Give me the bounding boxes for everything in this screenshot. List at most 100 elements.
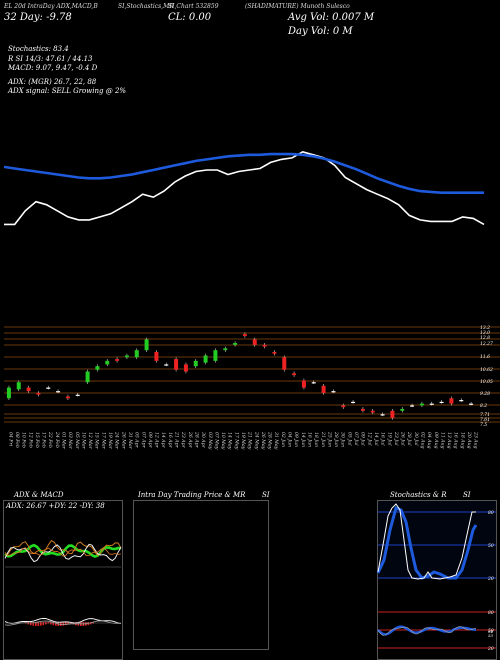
- adx-panel-title: ADX & MACD: [14, 491, 64, 499]
- x-tick-label: 14 May: [227, 432, 233, 450]
- y-tick-label: 13.2: [480, 325, 490, 331]
- price-line: [4, 150, 485, 226]
- x-tick-label: 09 Jul: [360, 432, 366, 446]
- candle-body: [400, 408, 405, 411]
- x-tick-label: 02 Aug: [419, 432, 425, 449]
- x-tick-label: 05 Apr: [134, 432, 140, 449]
- candle-body: [390, 410, 395, 418]
- x-tick-label: 20 Aug: [466, 431, 472, 449]
- macd-hist-bar: [65, 622, 67, 626]
- candle-body: [233, 343, 238, 345]
- candle-body: [380, 414, 385, 416]
- day-volume: Day Vol: 0 M: [288, 26, 353, 37]
- mrsi-tick: 20: [487, 646, 494, 652]
- tab-adx-macd[interactable]: EL 20d IntraDay ADX,MACD,B: [4, 3, 98, 10]
- candle-body: [36, 392, 41, 395]
- mrsi-value: 53: [488, 633, 494, 638]
- candle-body: [419, 403, 424, 406]
- x-tick-label: 05 Jul: [346, 432, 352, 446]
- x-tick-label: 17 Feb: [41, 432, 47, 448]
- candle-body: [154, 351, 159, 361]
- x-tick-label: 09 Aug: [433, 432, 439, 449]
- adx-signal: ADX signal: SELL Growing @ 2%: [8, 87, 127, 95]
- tab-chart[interactable]: SI,Chart 532859: [168, 3, 219, 10]
- x-tick-label: 05 Mar: [74, 432, 80, 450]
- y-tick-label: 10.62: [480, 367, 493, 373]
- candle-body: [134, 350, 139, 358]
- y-tick-label: 8.2: [480, 403, 487, 409]
- mrsi-value: 54: [488, 629, 494, 634]
- x-tick-label: 24 Mar: [114, 431, 120, 450]
- y-tick-label: 12.27: [480, 341, 493, 347]
- avg-volume: Avg Vol: 0.007 M: [288, 12, 375, 23]
- macd-hist-bar: [37, 622, 40, 626]
- mrsi-aux-line: [377, 626, 477, 636]
- y-tick-label: 9.28: [480, 391, 490, 397]
- candle-body: [65, 396, 70, 399]
- rsi-value: R SI 14/3: 47.61 / 44.13: [8, 55, 93, 63]
- stochastics-value: Stochastics: 83.4: [8, 45, 69, 53]
- stochastics-tick: 80: [488, 510, 494, 516]
- macd-hist-bar: [35, 622, 37, 626]
- adx-value: ADX: (MGR) 26.7, 22, 88: [8, 78, 97, 86]
- y-tick-label: 7.5: [480, 422, 487, 428]
- macd-hist-bar: [40, 622, 42, 626]
- tab-stochastics[interactable]: SI,Stochastics,MR: [118, 3, 174, 10]
- x-tick-label: 12 Apr: [154, 432, 160, 449]
- macd-hist-bar: [52, 622, 55, 626]
- stochastics-tick: 50: [488, 543, 494, 549]
- macd-value: MACD: 9.07, 9.47, -0.4 D: [8, 64, 98, 72]
- x-tick-label: 17 May: [233, 432, 239, 450]
- x-tick-label: 04 Jun: [287, 432, 293, 447]
- candle-body: [301, 380, 306, 388]
- x-tick-label: 02 Jun: [280, 432, 286, 447]
- x-tick-label: 12 Mar: [87, 432, 93, 450]
- x-tick-label: 23 Apr: [180, 431, 186, 449]
- x-tick-label: 12 Jul: [366, 432, 372, 446]
- x-tick-label: 07 May: [213, 432, 219, 450]
- candle-body: [144, 339, 149, 351]
- x-tick-label: 18 Aug: [459, 432, 465, 449]
- macd-hist-bar: [32, 622, 35, 626]
- candle-body: [449, 398, 454, 404]
- tab-company[interactable]: (SHADIMATURE) Munoth Sulesco: [245, 3, 350, 10]
- x-tick-label: 22 Feb: [47, 431, 53, 448]
- candle-body: [203, 355, 208, 363]
- x-tick-label: 19 Jul: [386, 432, 392, 446]
- y-tick-label: 11.6: [480, 354, 490, 360]
- x-tick-label: 24 Feb: [54, 431, 60, 448]
- stochastics-tick: 20: [487, 576, 494, 582]
- x-tick-label: 21 Jun: [320, 431, 326, 447]
- macd-hist-bar: [62, 622, 65, 626]
- macd-hist-bar: [55, 622, 57, 626]
- candle-body: [282, 357, 287, 370]
- x-tick-label: 31 May: [273, 432, 279, 450]
- candle-body: [469, 403, 474, 405]
- candle-body: [459, 400, 464, 402]
- adx-values: ADX: 26.67 +DY: 22 -DY: 38: [6, 502, 105, 510]
- x-tick-label: 09 Apr: [147, 432, 153, 449]
- candlestick-chart: 13.213.012.812.27 11.6 10.62 10.05 9.28 8.2 7.…: [4, 325, 500, 450]
- x-tick-label: 09 Jun: [293, 432, 299, 447]
- x-tick-label: 28 May: [267, 431, 273, 450]
- x-tick-label: 28 Apr: [193, 431, 199, 449]
- x-tick-label: 14 Apr: [160, 432, 166, 449]
- candle-body: [75, 394, 80, 396]
- x-tick-label: 30 Jul: [413, 432, 419, 446]
- x-tick-label: 07 Apr: [140, 432, 146, 449]
- plus-di-line: [4, 543, 122, 563]
- candle-body: [242, 334, 247, 336]
- candle-body: [292, 373, 297, 376]
- x-tick-label: 04 Fri: [7, 432, 13, 447]
- macd-signal-line: [4, 620, 122, 626]
- candle-body: [95, 366, 100, 370]
- candle-body: [429, 403, 434, 405]
- candle-body: [46, 387, 51, 389]
- candle-body: [272, 351, 277, 354]
- x-tick-label: 23 Jul: [393, 431, 399, 446]
- x-tick-label: 25 Jun: [326, 431, 332, 447]
- x-tick-label: 26 Apr: [187, 431, 193, 449]
- candle-body: [56, 391, 61, 393]
- x-tick-label: 03 May: [207, 432, 213, 450]
- candle-body: [321, 385, 326, 393]
